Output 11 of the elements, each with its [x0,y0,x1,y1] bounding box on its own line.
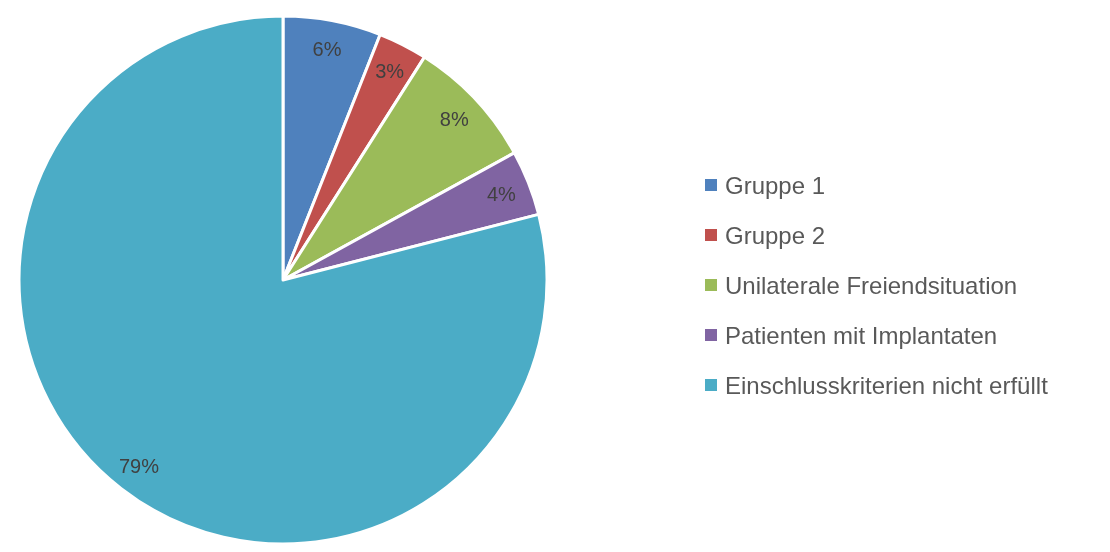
pie-slice [17,14,549,544]
legend-label: Einschlusskriterien nicht erfüllt [725,371,1049,399]
legend-label: Gruppe 1 [725,171,826,199]
legend-label: Unilaterale Freiendsituation [725,271,1018,299]
data-label: 3% [375,59,405,82]
data-label: 8% [439,108,469,131]
legend-label: Gruppe 2 [725,221,826,249]
data-label: 79% [118,454,160,477]
legend-label: Patienten mit Implantaten [725,321,998,349]
data-label: 6% [312,38,342,61]
data-label: 4% [487,182,517,205]
